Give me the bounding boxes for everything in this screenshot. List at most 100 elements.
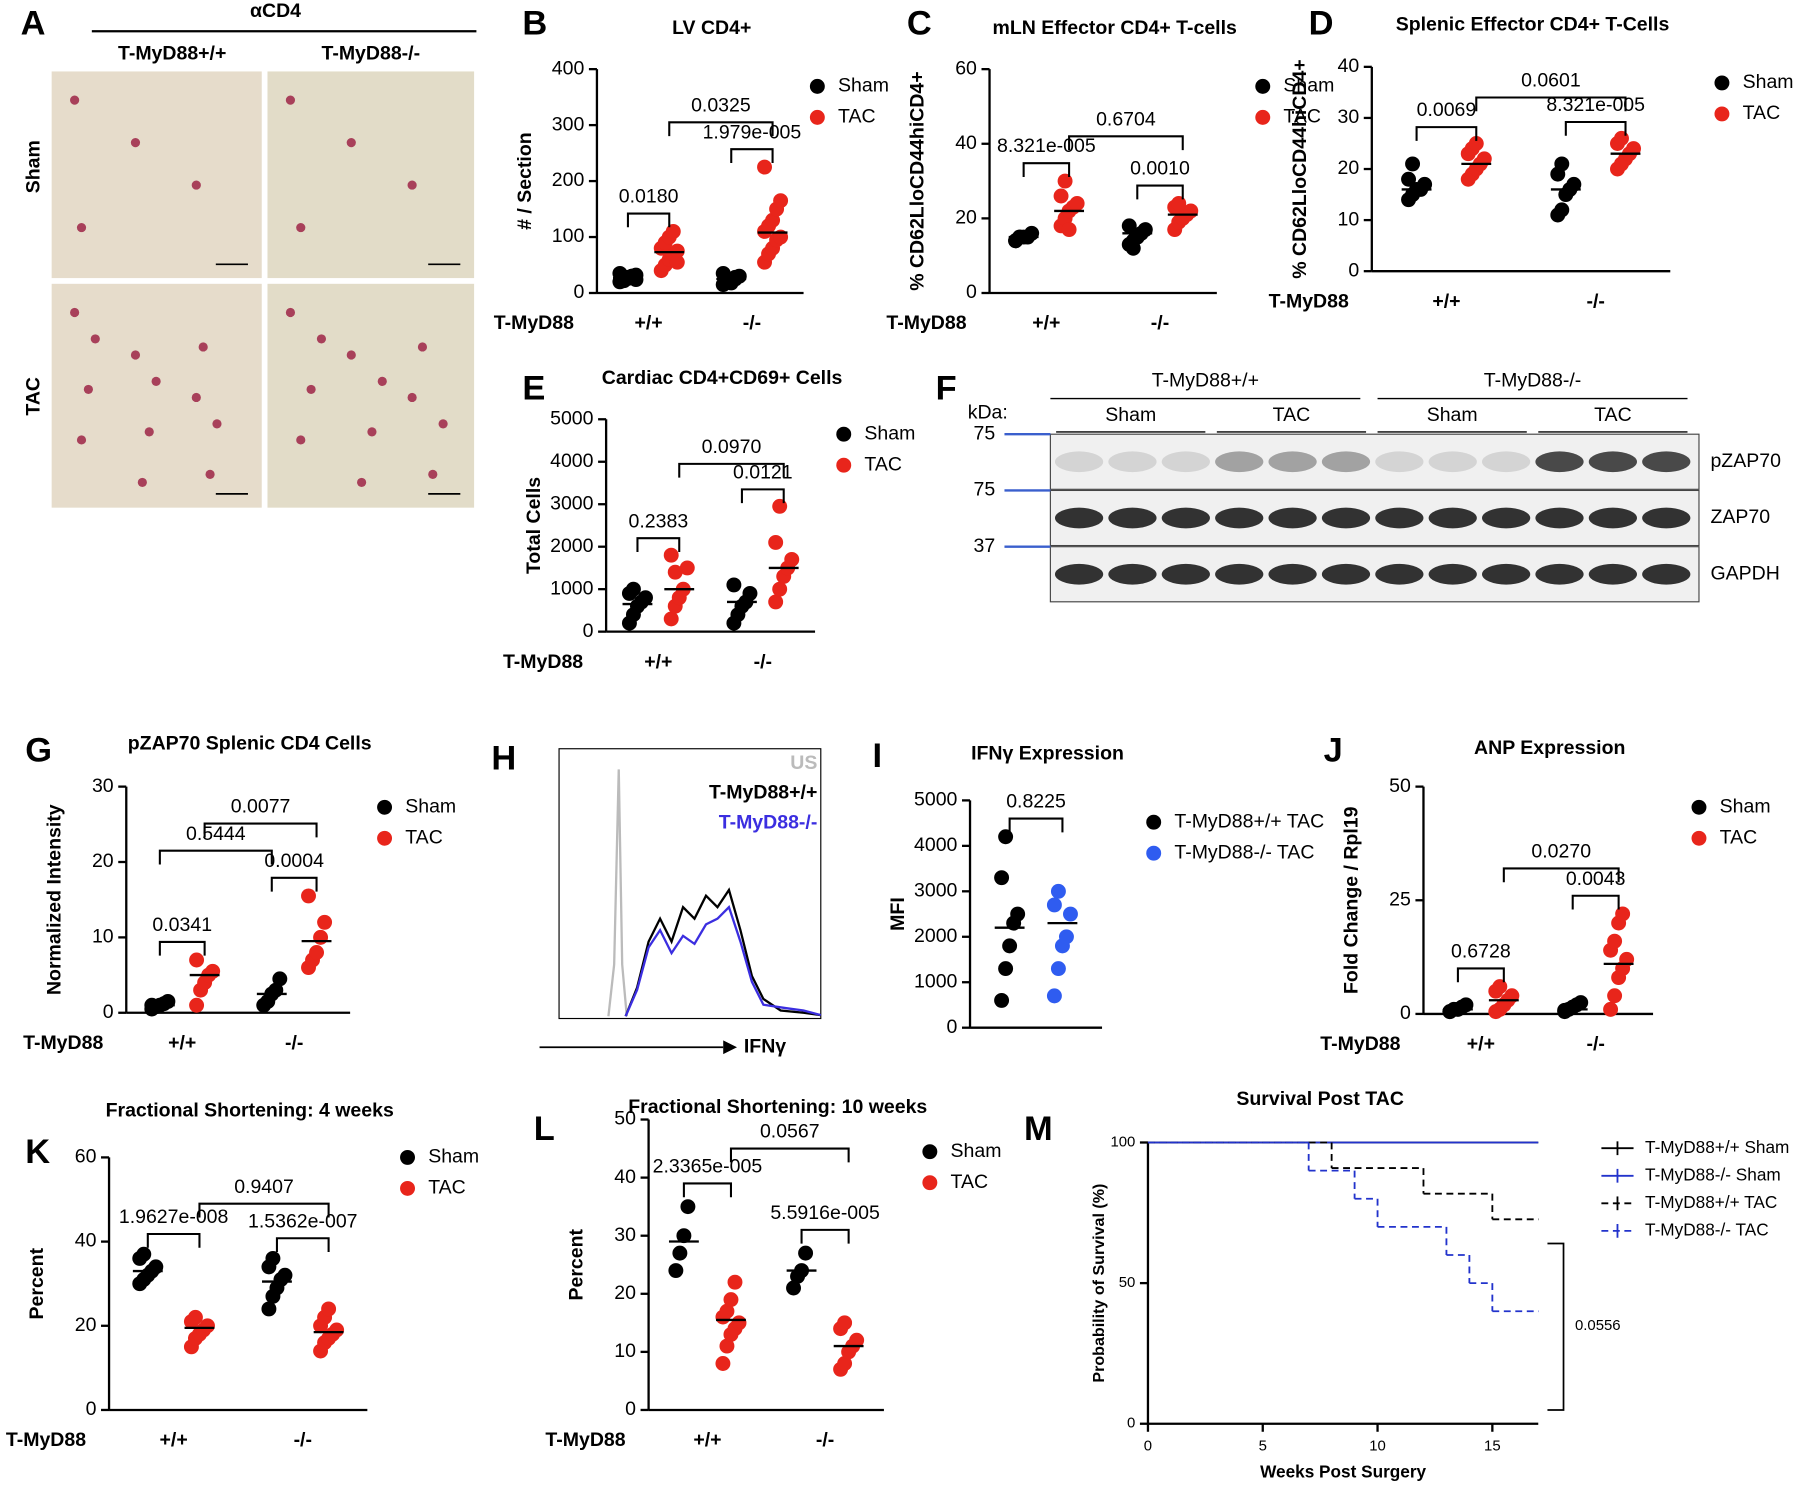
data-point — [784, 551, 800, 567]
p-value: 0.6704 — [1096, 108, 1156, 130]
legend-marker — [1255, 109, 1271, 125]
data-point — [1050, 961, 1066, 977]
legend-marker — [377, 799, 393, 815]
x-tick-label: +/+ — [1032, 312, 1060, 334]
stained-cell — [285, 95, 296, 105]
y-tick-label: 3000 — [550, 492, 594, 514]
column-label: T-MyD88-/- — [321, 42, 420, 64]
legend-marker — [922, 1144, 938, 1160]
significance-bracket — [730, 148, 774, 163]
y-tick-label: 1000 — [550, 577, 594, 599]
y-tick-label: 50 — [1389, 775, 1411, 797]
data-point — [768, 594, 784, 610]
data-point — [301, 888, 316, 904]
condition-label: Sham — [1105, 404, 1156, 426]
stained-cell — [346, 138, 356, 148]
stained-cell — [296, 435, 306, 445]
y-tick-label: 5000 — [550, 407, 594, 429]
p-value: 5.5916e-005 — [770, 1202, 880, 1224]
legend-label: TAC — [838, 106, 876, 128]
y-tick-label: 0 — [966, 281, 977, 303]
blot-band — [1482, 507, 1531, 529]
p-value: 0.0567 — [760, 1121, 820, 1143]
stained-cell — [144, 427, 154, 437]
y-tick-label: 4000 — [550, 450, 594, 472]
data-point — [1058, 929, 1074, 945]
data-point — [321, 1301, 337, 1317]
stained-cell — [130, 350, 141, 360]
y-tick-label: 0 — [1348, 259, 1359, 281]
stained-cell — [346, 350, 356, 360]
unit-label: kDa: — [968, 402, 1008, 424]
data-point — [628, 272, 644, 288]
legend-label: T-MyD88-/- TAC — [1174, 841, 1314, 863]
y-tick-label: 40 — [1337, 55, 1359, 77]
data-point — [679, 560, 695, 576]
significance-bracket — [1502, 867, 1620, 883]
legend-marker — [1691, 830, 1707, 846]
x-tick-label: +/+ — [1467, 1033, 1495, 1055]
y-tick-label: 20 — [92, 850, 114, 872]
plot-frame — [558, 748, 822, 1020]
significance-bracket — [636, 537, 681, 552]
blot-band — [1428, 507, 1477, 529]
panel-letter: B — [522, 5, 547, 43]
data-point — [1492, 979, 1508, 995]
y-axis-label: MFI — [887, 897, 909, 931]
blot-band — [1215, 507, 1264, 529]
data-point — [1615, 906, 1631, 922]
chart-title: Cardiac CD4+CD69+ Cells — [602, 367, 843, 389]
data-point — [1607, 988, 1623, 1004]
p-value: 0.0010 — [1130, 158, 1190, 180]
y-axis-label: % CD62LloCD44hiCD4+ — [907, 71, 929, 290]
condition-label: Sham — [1427, 404, 1478, 426]
stained-cell — [191, 180, 201, 190]
x-axis-label: T-MyD88 — [1269, 290, 1349, 312]
blot-band — [1054, 451, 1104, 473]
p-value: 2.3365e-005 — [653, 1156, 763, 1178]
blot-band — [1588, 451, 1637, 473]
panel-letter: J — [1324, 731, 1343, 769]
y-axis-label: Total Cells — [523, 477, 545, 574]
significance-bracket — [1068, 135, 1184, 151]
stained-cell — [407, 392, 417, 403]
x-tick-label: +/+ — [160, 1429, 188, 1451]
p-value: 0.0077 — [231, 796, 291, 818]
p-value: 0.0341 — [152, 914, 212, 936]
row-label: Sham — [23, 140, 45, 193]
data-point — [680, 1199, 696, 1215]
p-value: 0.5444 — [186, 823, 246, 845]
data-point — [757, 159, 773, 175]
data-point — [772, 581, 788, 597]
blot-band — [1161, 563, 1210, 585]
significance-bracket — [1415, 126, 1478, 141]
x-tick-label: +/+ — [693, 1429, 721, 1451]
data-point — [1002, 938, 1018, 954]
stained-cell — [83, 384, 93, 395]
data-point — [136, 1246, 152, 1262]
data-point — [665, 223, 681, 239]
blot-band — [1268, 563, 1317, 585]
y-tick-label: 50 — [1119, 1274, 1136, 1291]
data-point — [669, 254, 685, 270]
significance-bracket — [740, 488, 785, 504]
data-point — [200, 1318, 215, 1334]
panel-title: αCD4 — [250, 0, 301, 22]
data-point — [1129, 229, 1145, 245]
blot-band — [1588, 507, 1637, 529]
y-tick-label: 0 — [86, 1398, 97, 1420]
band-label: pZAP70 — [1710, 450, 1781, 472]
group-label: T-MyD88+/+ — [1152, 370, 1259, 392]
stained-cell — [90, 334, 100, 344]
legend-label: Sham — [1283, 75, 1334, 97]
blot-band — [1482, 451, 1531, 473]
data-point — [261, 1301, 277, 1317]
blot-band — [1321, 563, 1371, 585]
y-tick-label: 25 — [1389, 888, 1411, 910]
y-tick-label: 2000 — [914, 925, 958, 947]
panel-letter: L — [534, 1110, 555, 1148]
p-value: 0.8225 — [1006, 791, 1066, 813]
legend-marker — [836, 426, 852, 442]
x-tick-label: 0 — [1144, 1438, 1152, 1455]
y-tick-label: 4000 — [914, 834, 958, 856]
